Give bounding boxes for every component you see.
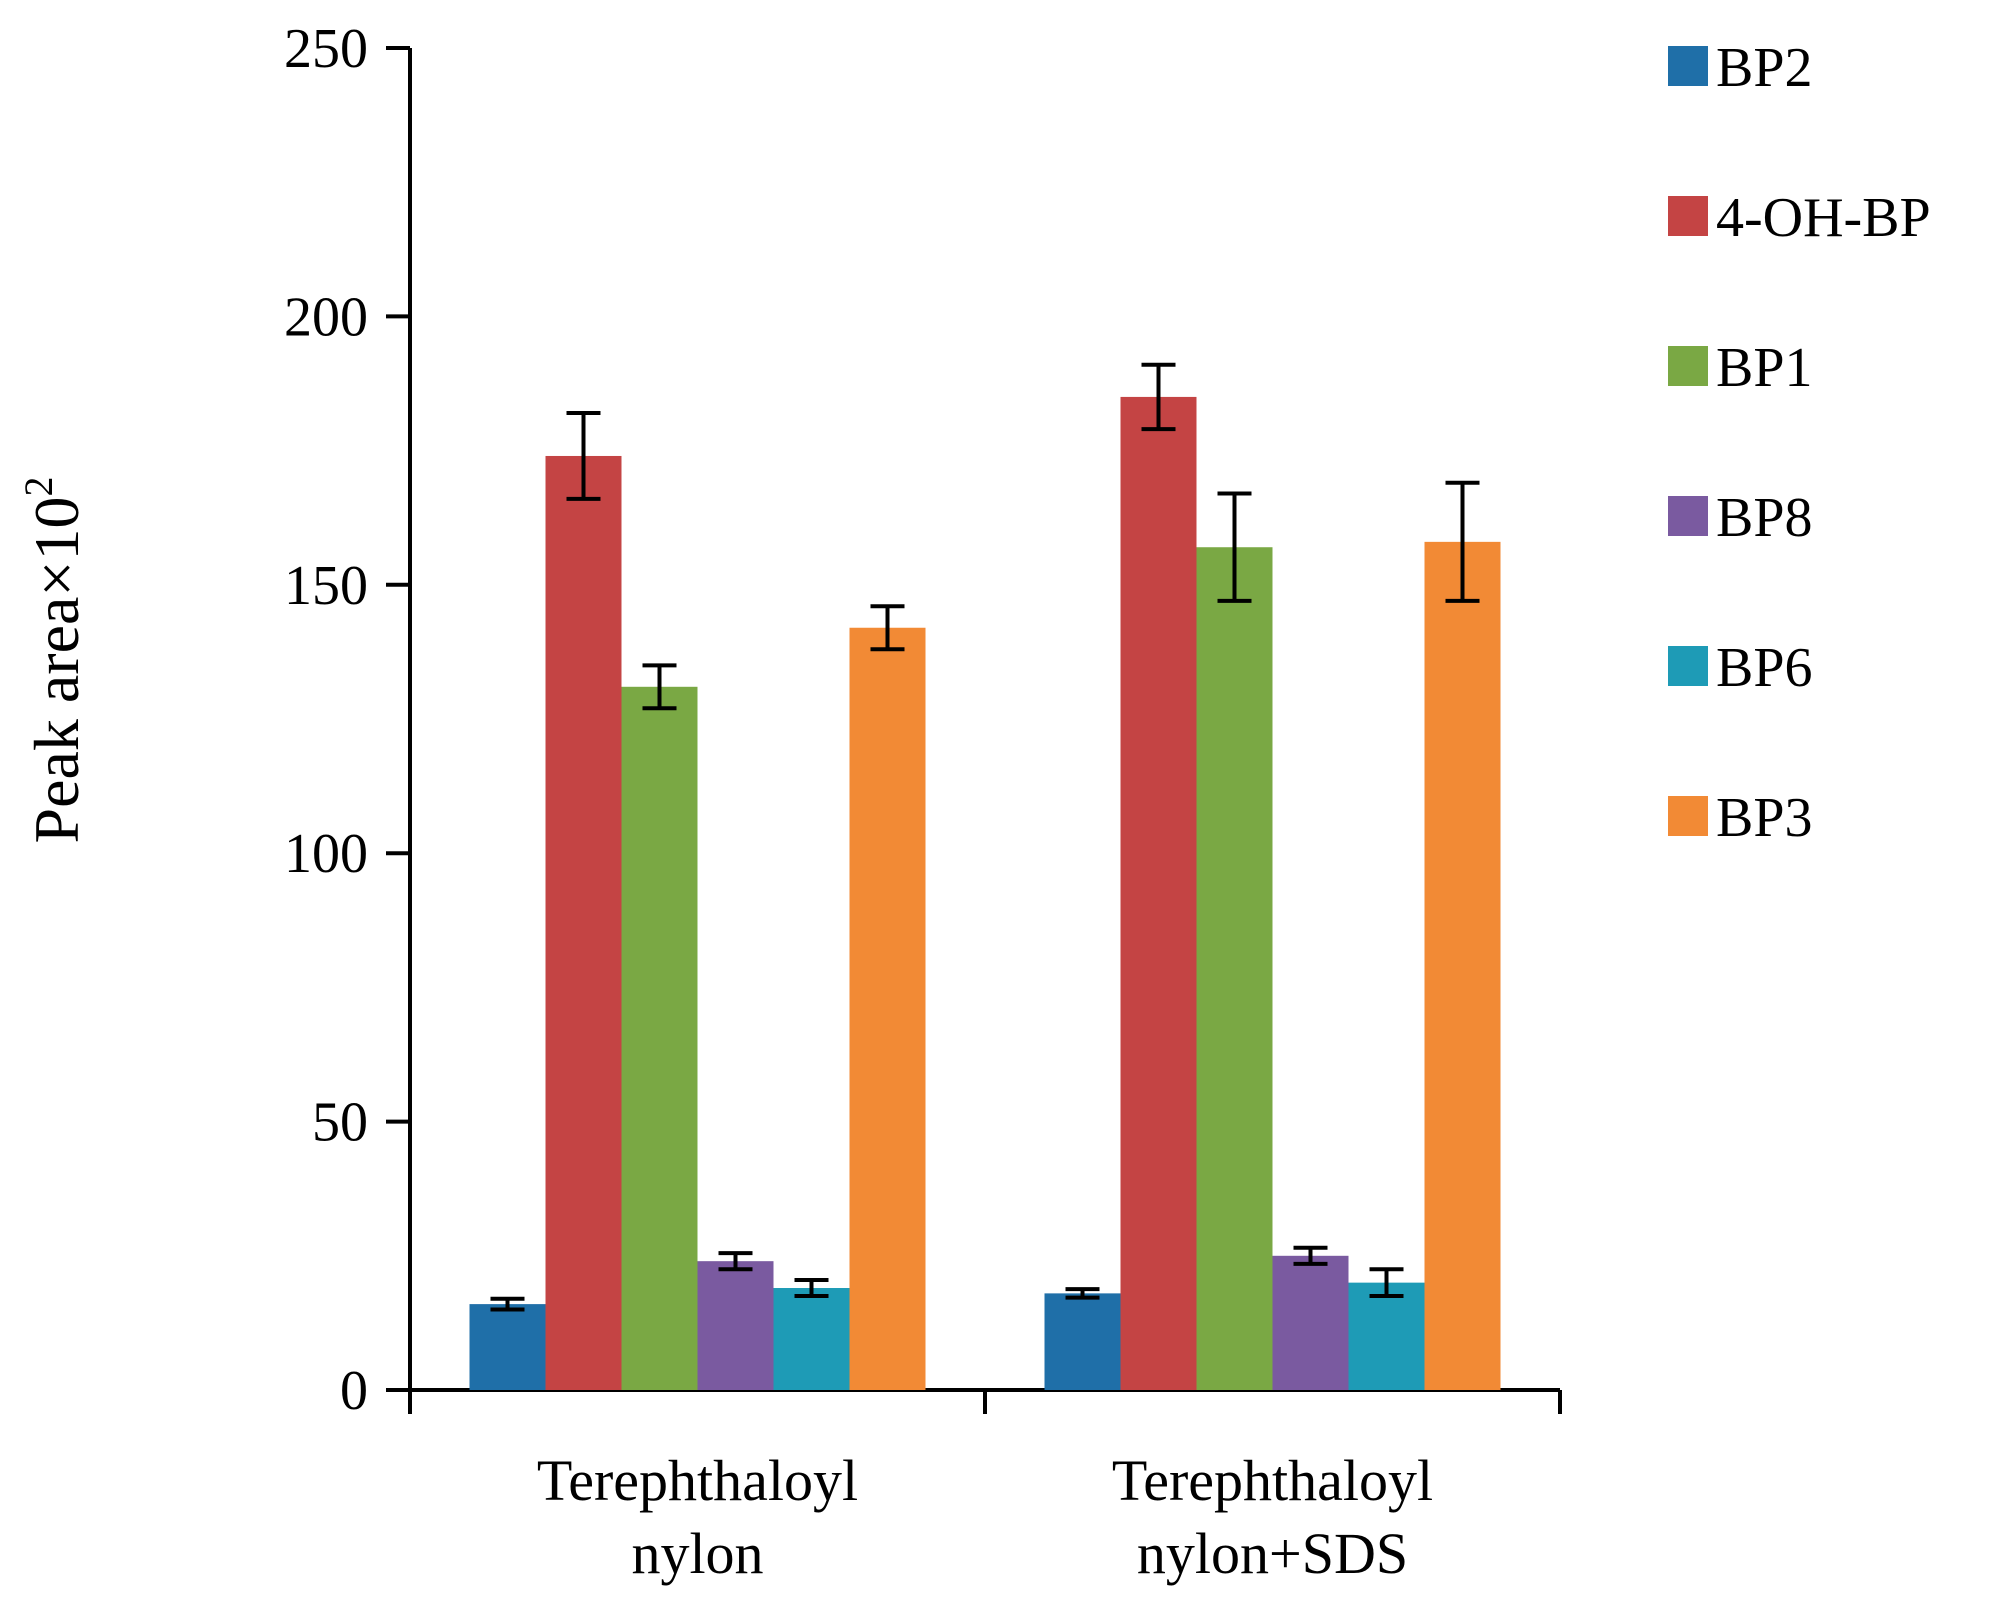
x-category-label: nylon xyxy=(631,1521,763,1586)
y-axis-label-superscript: 2 xyxy=(16,476,61,496)
bar-bp3 xyxy=(1424,541,1501,1390)
y-axis-label: Peak area×102 xyxy=(16,476,92,843)
y-tick-label: 250 xyxy=(284,18,368,80)
legend-swatch-bp6 xyxy=(1668,646,1708,686)
y-axis-label-text: Peak area×10 xyxy=(21,496,92,843)
bar-bp1 xyxy=(1196,547,1273,1390)
legend-swatch-4-oh-bp xyxy=(1668,196,1708,236)
bar-bp6 xyxy=(773,1288,850,1390)
y-tick-label: 100 xyxy=(284,823,368,885)
legend-label: 4-OH-BP xyxy=(1716,187,1931,249)
y-tick-label: 150 xyxy=(284,555,368,617)
x-category-label: Terephthaloyl xyxy=(1112,1448,1433,1513)
legend-swatch-bp8 xyxy=(1668,496,1708,536)
legend-label: BP3 xyxy=(1716,787,1813,849)
bar-4-oh-bp xyxy=(545,455,622,1390)
legend-label: BP6 xyxy=(1716,637,1813,699)
bar-bp2 xyxy=(1044,1293,1121,1390)
y-tick-label: 200 xyxy=(284,286,368,348)
plot-area: 0 50 100 150 200 250 Terephthaloyl nylon Terepht… xyxy=(284,18,1562,1586)
bar-bp3 xyxy=(849,627,926,1390)
y-tick-label: 0 xyxy=(340,1360,368,1422)
legend-swatch-bp3 xyxy=(1668,796,1708,836)
legend-label: BP8 xyxy=(1716,487,1813,549)
legend-label: BP2 xyxy=(1716,37,1813,99)
bar-bp1 xyxy=(621,686,698,1390)
bar-4-oh-bp xyxy=(1120,396,1197,1390)
legend-swatch-bp2 xyxy=(1668,46,1708,86)
legend: BP2 4-OH-BP BP1 BP8 BP6 BP3 xyxy=(1668,37,1931,849)
bar-bp2 xyxy=(469,1304,546,1390)
x-category-label: Terephthaloyl xyxy=(537,1448,858,1513)
legend-swatch-bp1 xyxy=(1668,346,1708,386)
x-category-label: nylon+SDS xyxy=(1137,1521,1408,1586)
bar-bp8 xyxy=(697,1261,774,1390)
legend-label: BP1 xyxy=(1716,337,1813,399)
y-tick-label: 50 xyxy=(312,1092,368,1154)
bar-bp6 xyxy=(1348,1282,1425,1390)
bar-bp8 xyxy=(1272,1255,1349,1390)
